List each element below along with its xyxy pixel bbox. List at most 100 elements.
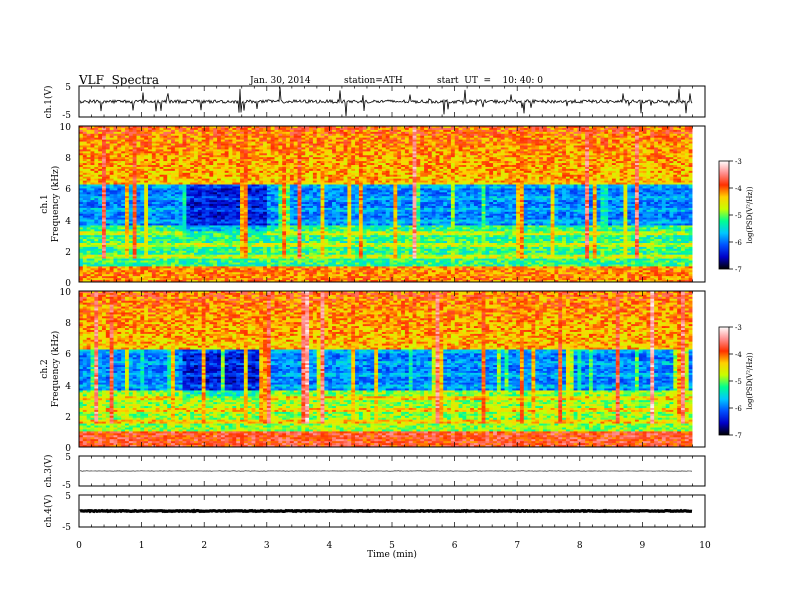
spec1-cell [102, 141, 107, 144]
spec1-cell [159, 126, 164, 129]
spec1-cell [201, 165, 206, 168]
spec1-cell [519, 166, 525, 170]
spec1-cell [573, 163, 578, 166]
spec1-cell [90, 166, 95, 170]
spec1-cell [439, 133, 444, 137]
spec1-cell [512, 161, 517, 164]
spec1-cell [688, 182, 693, 185]
spec1-cell [274, 174, 279, 177]
spec1-cell [450, 151, 456, 154]
spec1-cell [462, 159, 467, 162]
spec1-cell [301, 143, 306, 146]
spec1-cell [673, 159, 678, 162]
spec1-cell [335, 129, 341, 133]
spec1-cell [328, 168, 333, 172]
ch1-ylabel: ch.1(V) [43, 86, 54, 119]
spec1-cell [473, 155, 479, 158]
spec1-cell [401, 143, 406, 146]
spec1-cell [178, 176, 183, 179]
spec1-cell [82, 168, 87, 172]
spec1-cell [535, 133, 540, 137]
spec1-cell [558, 147, 563, 150]
spec1-cell [604, 159, 609, 162]
spec1-cell [148, 178, 153, 181]
spec1-cell [362, 127, 367, 131]
spec1-cell [642, 157, 647, 160]
spec1-cell [243, 157, 248, 160]
spec1-cell [385, 131, 390, 135]
spec1-cell [255, 147, 260, 150]
spec1-cell [416, 155, 421, 158]
spec1-cell [466, 159, 471, 162]
spec1-cell [600, 176, 605, 179]
spec1-cell [600, 141, 605, 144]
spec1-cell [128, 149, 133, 152]
spec1-cell [98, 153, 103, 156]
spec1-cell [378, 126, 383, 129]
spec1-cell [98, 133, 103, 137]
spec1-cell [270, 182, 275, 185]
spec1-cell [493, 141, 498, 144]
spec1-cell [412, 159, 417, 162]
spec1-cell [458, 168, 463, 172]
spec1-cell [519, 176, 525, 179]
spec1-cell [339, 166, 344, 170]
spec1-cell [439, 180, 444, 183]
spec1-cell [600, 157, 605, 160]
spec1-cell [466, 137, 471, 140]
spec1-cell [251, 170, 256, 174]
spec1-cell [366, 135, 371, 138]
spec1-cell [339, 155, 344, 158]
spec1-cell [654, 178, 659, 181]
spec1-cell [82, 151, 87, 154]
spec1-cell [688, 129, 693, 133]
spec1-cell [163, 143, 168, 146]
spec1-cell [274, 127, 279, 131]
spec1-cell [109, 149, 114, 152]
spec1-cell [500, 151, 505, 154]
spec1-cell [94, 159, 99, 162]
spec1-cell [378, 184, 383, 187]
spec1-cell [462, 129, 467, 133]
spec1-cell [401, 149, 406, 152]
spec1-cell [600, 143, 605, 146]
spec1-cell [504, 155, 509, 158]
spec1-cell [688, 172, 693, 176]
spec1-cell [186, 163, 191, 166]
spec1-cell [82, 163, 87, 166]
spec1-cell [324, 165, 329, 168]
spec1-cell [477, 180, 482, 183]
spec1-cell [274, 131, 279, 135]
spec1-cell [458, 135, 463, 138]
spec1-cell [581, 141, 586, 144]
spec1-cell [263, 166, 268, 170]
spec1-cell [209, 165, 214, 168]
spec1-cell [539, 131, 544, 135]
spec1-cell [435, 141, 440, 144]
spec1-cell [144, 161, 149, 164]
spec1-cell [121, 137, 126, 140]
spec1-cell [542, 168, 548, 172]
spec1-cell [554, 157, 559, 160]
spec1-cell [500, 157, 505, 160]
spec1-cell [121, 153, 126, 156]
spec1-cell [224, 129, 229, 133]
spec1-cell [243, 149, 248, 152]
spec1-cell [611, 176, 617, 179]
spec1-cell [447, 143, 452, 146]
spec1-cell [305, 172, 310, 176]
spec1-cell [680, 153, 686, 156]
spec1-cell [627, 178, 632, 181]
spec1-cell [550, 137, 555, 140]
spec1-cell [98, 184, 103, 187]
spec1-cell [320, 139, 325, 142]
spec1-cell [493, 155, 498, 158]
spec1-cell [508, 178, 513, 181]
spec1-cell [420, 145, 425, 148]
spec1-cell [473, 153, 479, 156]
spec1-cell [324, 151, 329, 154]
spec1-cell [565, 168, 571, 172]
spec1-cell [309, 163, 314, 166]
spec1-cell [148, 182, 153, 185]
spec1-cell [236, 137, 241, 140]
